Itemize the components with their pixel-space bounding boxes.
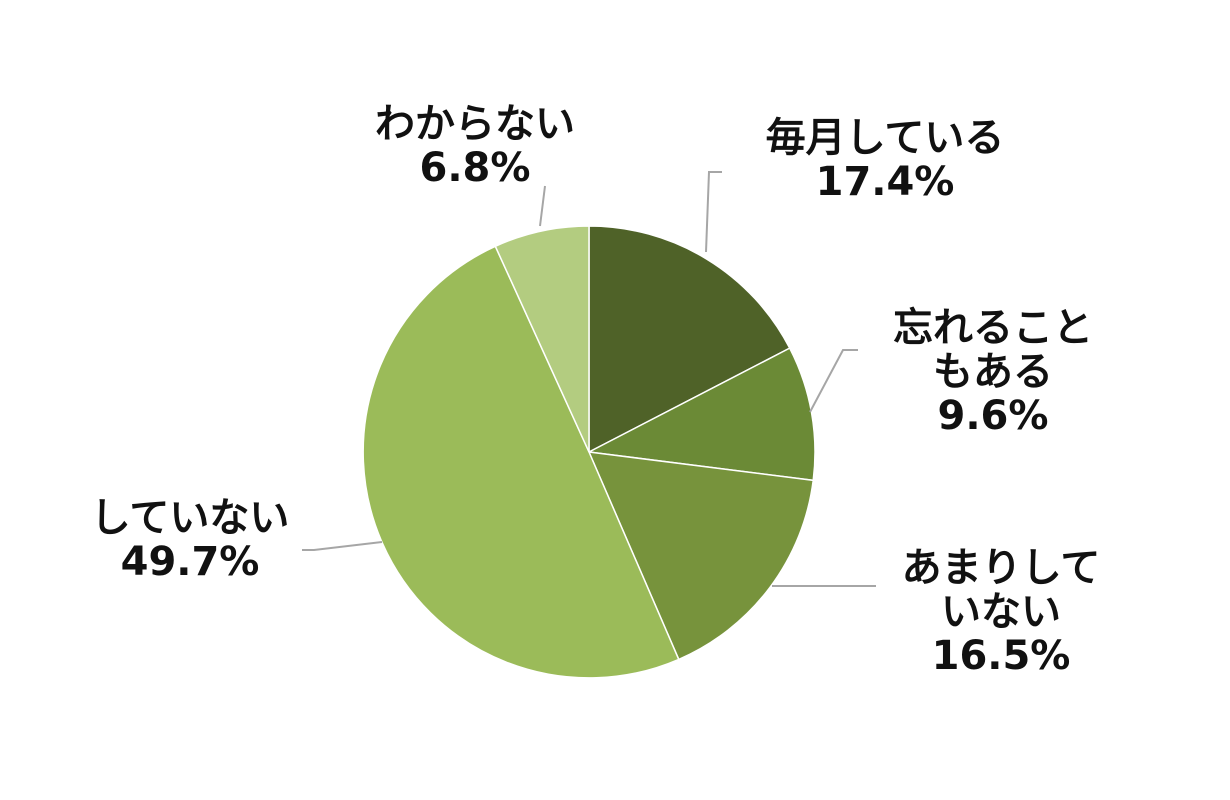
label-monthly-value: 17.4%	[815, 159, 955, 205]
slice-dont-know	[494, 225, 590, 453]
label-not-doing-value: 49.7%	[120, 539, 260, 585]
leader-monthly	[705, 171, 722, 253]
label-sometimes-forget: 忘れること もある 9.6%	[868, 306, 1118, 438]
label-rarely-name-line1: あまりして	[901, 545, 1101, 591]
leader-sometimes-forget	[809, 349, 858, 413]
slice-not-doing	[362, 245, 680, 679]
slice-monthly	[588, 225, 791, 454]
label-rarely: あまりして いない 16.5%	[876, 546, 1126, 678]
label-monthly-name: 毎月している	[765, 115, 1005, 161]
slice-sometimes-forget	[586, 347, 816, 482]
label-sometimes-forget-name-line1: 忘れること	[893, 305, 1093, 351]
label-sometimes-forget-name-line2: もある	[933, 349, 1053, 395]
leader-dont-know	[539, 185, 546, 227]
label-dont-know: わからない 6.8%	[355, 102, 595, 190]
label-rarely-name-line2: いない	[941, 589, 1061, 635]
label-dont-know-name: わからない	[375, 101, 575, 147]
label-rarely-value: 16.5%	[931, 633, 1071, 679]
label-monthly: 毎月している 17.4%	[740, 116, 1030, 204]
label-not-doing-name: していない	[90, 495, 290, 541]
leader-not-doing	[302, 541, 383, 551]
label-sometimes-forget-value: 9.6%	[937, 393, 1049, 439]
slice-rarely	[587, 451, 815, 661]
label-dont-know-value: 6.8%	[419, 145, 531, 191]
label-not-doing: していない 49.7%	[70, 496, 310, 584]
